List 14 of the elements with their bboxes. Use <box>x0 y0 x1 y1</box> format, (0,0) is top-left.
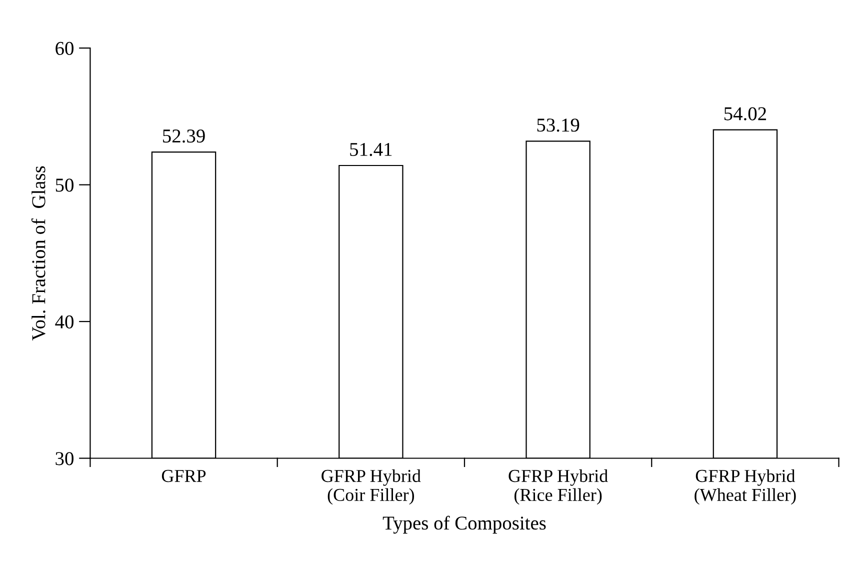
y-tick-label: 60 <box>56 42 74 55</box>
y-tick-label: 40 <box>55 315 74 328</box>
y-axis-title: Vol. Fraction of Glass <box>31 166 46 341</box>
x-tick-label: GFRP Hybrid (Wheat Filler) <box>694 469 796 505</box>
y-tick-label: 50 <box>56 178 74 192</box>
data-label: 52.39 <box>163 130 205 143</box>
data-label: 51.41 <box>350 142 392 156</box>
x-tick-label: GFRP <box>162 470 206 482</box>
x-axis-title: Types of Composites <box>382 516 546 534</box>
y-tick-label: 30 <box>56 452 74 466</box>
x-tick-label: GFRP Hybrid (Rice Filler) <box>508 469 608 505</box>
data-label: 53.19 <box>537 118 580 132</box>
data-label: 54.02 <box>724 107 766 120</box>
x-tick-label: GFRP Hybrid (Coir Filler) <box>322 469 421 505</box>
